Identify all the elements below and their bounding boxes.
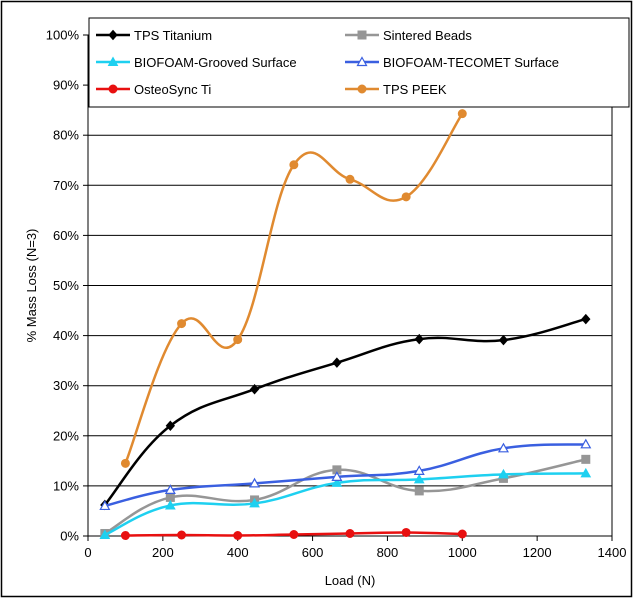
data-point xyxy=(498,334,509,346)
legend-item-osteosync-ti: OsteoSync Ti xyxy=(96,82,211,97)
data-point xyxy=(413,465,425,475)
y-tick-label: 60% xyxy=(53,228,79,243)
series xyxy=(99,109,592,540)
legend-item-biofoam-tecomet-surface: BIOFOAM-TECOMET Surface xyxy=(345,55,559,70)
data-point xyxy=(120,458,130,468)
series-tps-peek xyxy=(120,109,467,468)
data-point xyxy=(414,333,424,345)
y-tick-label: 40% xyxy=(53,328,79,343)
data-point xyxy=(120,530,130,540)
data-point xyxy=(233,530,243,540)
data-point xyxy=(401,527,411,537)
data-point xyxy=(457,529,467,539)
data-point xyxy=(345,174,355,184)
legend-label: TPS Titanium xyxy=(134,28,212,43)
data-point xyxy=(414,486,424,496)
y-tick-label: 50% xyxy=(53,278,79,293)
y-tick-label: 90% xyxy=(53,78,79,93)
y-tick-label: 100% xyxy=(46,28,80,43)
legend-item-sintered-beads: Sintered Beads xyxy=(345,28,472,43)
data-point xyxy=(497,442,509,453)
data-point xyxy=(581,313,591,325)
data-point xyxy=(249,497,260,508)
legend-swatch-marker xyxy=(357,84,367,94)
y-tick-label: 20% xyxy=(53,428,79,443)
legend-label: Sintered Beads xyxy=(383,28,472,43)
data-point xyxy=(457,109,467,119)
data-point xyxy=(233,335,243,345)
x-axis-label: Load (N) xyxy=(325,573,376,588)
x-tick-label: 1400 xyxy=(598,545,627,560)
data-point xyxy=(164,499,176,510)
y-tick-label: 10% xyxy=(53,478,79,493)
legend: TPS Titanium Sintered Beads BIOFOAM-Groove… xyxy=(88,17,630,108)
x-tick-label: 600 xyxy=(302,545,324,560)
legend-swatch-marker xyxy=(108,84,118,94)
legend-label: OsteoSync Ti xyxy=(134,82,211,97)
axes: 0% 10% 20% 30% 40% 50% 60% 70% 80% 90% 100% 0 200 400… xyxy=(46,28,627,561)
data-point xyxy=(401,192,411,202)
legend-item-tps-titanium: TPS Titanium xyxy=(96,28,212,43)
legend-label: TPS PEEK xyxy=(383,82,447,97)
series-osteosync-ti xyxy=(120,527,467,540)
data-point xyxy=(580,467,592,478)
x-tick-label: 0 xyxy=(84,545,91,560)
series-biofoam-tecomet-surface xyxy=(99,438,592,511)
y-tick-label: 30% xyxy=(53,378,79,393)
data-point xyxy=(249,477,261,488)
data-point xyxy=(332,357,342,368)
legend-swatch-marker xyxy=(107,56,119,66)
data-point xyxy=(331,477,343,487)
data-point xyxy=(177,319,187,329)
y-axis-label: % Mass Loss (N=3) xyxy=(24,229,39,343)
data-point xyxy=(581,454,591,464)
x-tick-label: 200 xyxy=(152,545,174,560)
legend-label: BIOFOAM-Grooved Surface xyxy=(134,55,297,70)
data-point xyxy=(413,473,425,484)
y-tick-label: 80% xyxy=(53,128,79,143)
x-tick-label: 400 xyxy=(227,545,249,560)
data-point xyxy=(331,471,343,481)
data-point xyxy=(177,530,187,540)
data-point xyxy=(249,383,260,395)
legend-swatch-marker xyxy=(356,56,368,67)
data-point xyxy=(99,500,111,511)
data-point xyxy=(580,438,592,449)
legend-item-biofoam-grooved-surface: BIOFOAM-Grooved Surface xyxy=(96,55,297,70)
x-tick-label: 1200 xyxy=(523,545,552,560)
series-tps-titanium xyxy=(100,313,591,511)
x-tick-label: 1000 xyxy=(448,545,477,560)
data-point xyxy=(289,160,299,170)
data-point xyxy=(165,420,176,432)
y-tick-label: 70% xyxy=(53,178,79,193)
x-tick-label: 800 xyxy=(377,545,399,560)
legend-item-tps-peek: TPS PEEK xyxy=(345,82,447,97)
data-point xyxy=(99,529,111,539)
y-tick-label: 0% xyxy=(60,529,79,544)
series-biofoam-grooved-surface xyxy=(99,467,592,539)
data-point xyxy=(164,484,176,495)
legend-swatch-marker xyxy=(357,30,367,40)
data-point xyxy=(289,529,299,539)
legend-swatch-marker xyxy=(108,29,118,41)
data-point xyxy=(345,528,355,538)
legend-label: BIOFOAM-TECOMET Surface xyxy=(383,55,559,70)
data-point xyxy=(498,468,509,479)
